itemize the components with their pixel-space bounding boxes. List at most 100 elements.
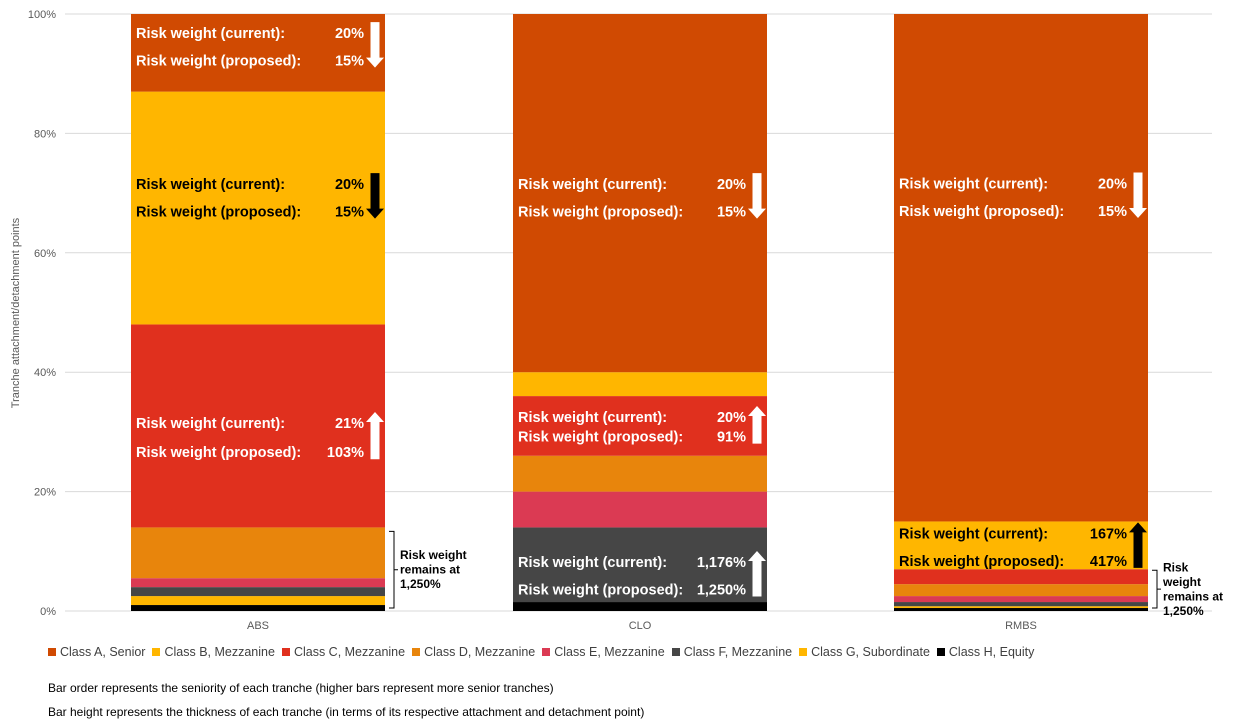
bar-segment bbox=[894, 608, 1148, 611]
risk-weight-value: 20% bbox=[1098, 177, 1127, 193]
bar-segment bbox=[131, 605, 385, 611]
risk-weight-value: 15% bbox=[1098, 204, 1127, 220]
risk-weight-value: 15% bbox=[717, 205, 746, 221]
bar-segment bbox=[513, 455, 767, 492]
arrow-up-icon bbox=[1129, 522, 1147, 568]
bracket-label: 1,250% bbox=[1163, 604, 1204, 618]
arrow-down-icon bbox=[366, 173, 384, 219]
risk-weight-value: 15% bbox=[335, 205, 364, 221]
risk-weight-value: 20% bbox=[335, 177, 364, 193]
risk-weight-value: 20% bbox=[335, 26, 364, 42]
risk-weight-label: Risk weight (current): bbox=[136, 416, 285, 432]
legend-label: Class E, Mezzanine bbox=[554, 645, 665, 659]
legend-item: Class C, Mezzanine bbox=[281, 645, 406, 659]
x-tick-label: ABS bbox=[247, 620, 269, 632]
risk-weight-annotation: Risk weight (current): 167% Risk weight (p… bbox=[899, 522, 1147, 570]
risk-weight-value: 417% bbox=[1090, 554, 1127, 570]
legend-item: Class G, Subordinate bbox=[799, 645, 930, 659]
legend-item: Class E, Mezzanine bbox=[542, 645, 665, 659]
bar-segment bbox=[131, 324, 385, 528]
risk-weight-label: Risk weight (proposed): bbox=[899, 554, 1064, 570]
risk-weight-label: Risk weight (proposed): bbox=[518, 205, 683, 221]
risk-weight-value: 103% bbox=[327, 445, 364, 461]
bracket-label: weight bbox=[1162, 575, 1201, 589]
legend-item: Class B, Mezzanine bbox=[152, 645, 275, 659]
bracket-line bbox=[1152, 569, 1161, 609]
bar-segment bbox=[894, 606, 1148, 609]
bracket-label: Risk bbox=[1163, 560, 1189, 574]
legend-item: Class A, Senior bbox=[48, 645, 145, 659]
arrow-up-icon bbox=[366, 411, 384, 460]
y-axis-label: Tranche attachment/detachment points bbox=[10, 217, 22, 408]
bar-segment bbox=[131, 91, 385, 325]
risk-weight-annotation: Risk weight (current): 1,176% Risk weight … bbox=[518, 551, 766, 599]
risk-weight-label: Risk weight (proposed): bbox=[518, 583, 683, 599]
risk-weight-label: Risk weight (proposed): bbox=[136, 205, 301, 221]
bar-segment bbox=[131, 527, 385, 579]
note-bar-height: Bar height represents the thickness of e… bbox=[48, 705, 645, 719]
risk-weight-label: Risk weight (current): bbox=[899, 177, 1048, 193]
stacked-bar-chart: 0% 20% 40% 60% 80% 100% Tranche attachment/de… bbox=[10, 9, 1223, 632]
legend-label: Class D, Mezzanine bbox=[424, 645, 536, 659]
bar-segment bbox=[894, 521, 1148, 570]
bracket-line bbox=[389, 530, 398, 609]
y-tick-label: 0% bbox=[40, 606, 56, 618]
legend-swatch bbox=[48, 648, 56, 656]
bar-segment bbox=[513, 491, 767, 528]
bracket-label: remains at bbox=[400, 563, 460, 577]
bar-segment bbox=[131, 596, 385, 606]
risk-weight-annotation: Risk weight (current): 20% Risk weight (pr… bbox=[518, 173, 766, 221]
bar-segment bbox=[131, 578, 385, 588]
bracket-label: Risk weight bbox=[400, 548, 467, 562]
risk-weight-value: 167% bbox=[1090, 526, 1127, 542]
legend-swatch bbox=[152, 648, 161, 656]
bar-segment bbox=[513, 602, 767, 611]
arrow-down-icon bbox=[1129, 172, 1147, 219]
x-axis-labels: ABS CLO RMBS bbox=[247, 620, 1037, 632]
y-axis-ticks: 0% 20% 40% 60% 80% 100% bbox=[28, 9, 56, 618]
bar-segment bbox=[513, 14, 767, 373]
y-tick-label: 80% bbox=[34, 128, 56, 140]
legend-swatch bbox=[671, 648, 680, 656]
arrow-up-icon bbox=[748, 405, 766, 444]
risk-weight-annotation: Risk weight (current): 20% Risk weight (pr… bbox=[136, 22, 384, 70]
x-tick-label: RMBS bbox=[1005, 620, 1037, 632]
bar-segment bbox=[894, 602, 1148, 607]
risk-weight-label: Risk weight (current): bbox=[518, 177, 667, 193]
risk-weight-label: Risk weight (proposed): bbox=[136, 54, 301, 70]
legend-swatch bbox=[542, 648, 551, 656]
legend-item: Class F, Mezzanine bbox=[671, 645, 793, 659]
risk-weight-label: Risk weight (current): bbox=[518, 410, 667, 426]
bar-segment bbox=[894, 14, 1148, 522]
y-tick-label: 60% bbox=[34, 248, 56, 260]
bar-segment bbox=[513, 396, 767, 456]
legend-item: Class D, Mezzanine bbox=[412, 645, 535, 659]
bar-segment bbox=[894, 584, 1148, 597]
legend-label: Class F, Mezzanine bbox=[683, 645, 793, 659]
risk-weight-annotation: Risk weight (current): 20% Risk weight (pr… bbox=[136, 173, 384, 221]
bar-segment bbox=[513, 527, 767, 603]
risk-weight-value: 1,176% bbox=[697, 555, 746, 571]
risk-weight-value: 21% bbox=[335, 416, 364, 432]
legend-swatch bbox=[412, 648, 421, 656]
bar-segment bbox=[131, 587, 385, 597]
risk-weight-label: Risk weight (proposed): bbox=[518, 430, 683, 446]
legend-item: Class H, Equity bbox=[936, 645, 1034, 659]
risk-weight-value: 20% bbox=[717, 410, 746, 426]
legend-label: Class C, Mezzanine bbox=[293, 645, 406, 659]
legend-swatch bbox=[799, 648, 808, 656]
x-tick-label: CLO bbox=[629, 620, 652, 632]
arrow-up-icon bbox=[748, 551, 766, 597]
note-bar-order: Bar order represents the seniority of ea… bbox=[48, 681, 554, 695]
risk-weight-annotation: Risk weight (current): 20% Risk weight (pr… bbox=[899, 172, 1147, 220]
legend-label: Class G, Subordinate bbox=[811, 645, 930, 659]
legend: Class A, Senior Class B, Mezzanine Class C… bbox=[48, 645, 1041, 659]
arrow-down-icon bbox=[748, 173, 766, 219]
risk-weight-label: Risk weight (proposed): bbox=[136, 445, 301, 461]
bar-segment bbox=[131, 14, 385, 92]
bar-segment bbox=[894, 569, 1148, 585]
bracket-label: remains at bbox=[1163, 589, 1223, 603]
risk-weight-label: Risk weight (current): bbox=[899, 526, 1048, 542]
